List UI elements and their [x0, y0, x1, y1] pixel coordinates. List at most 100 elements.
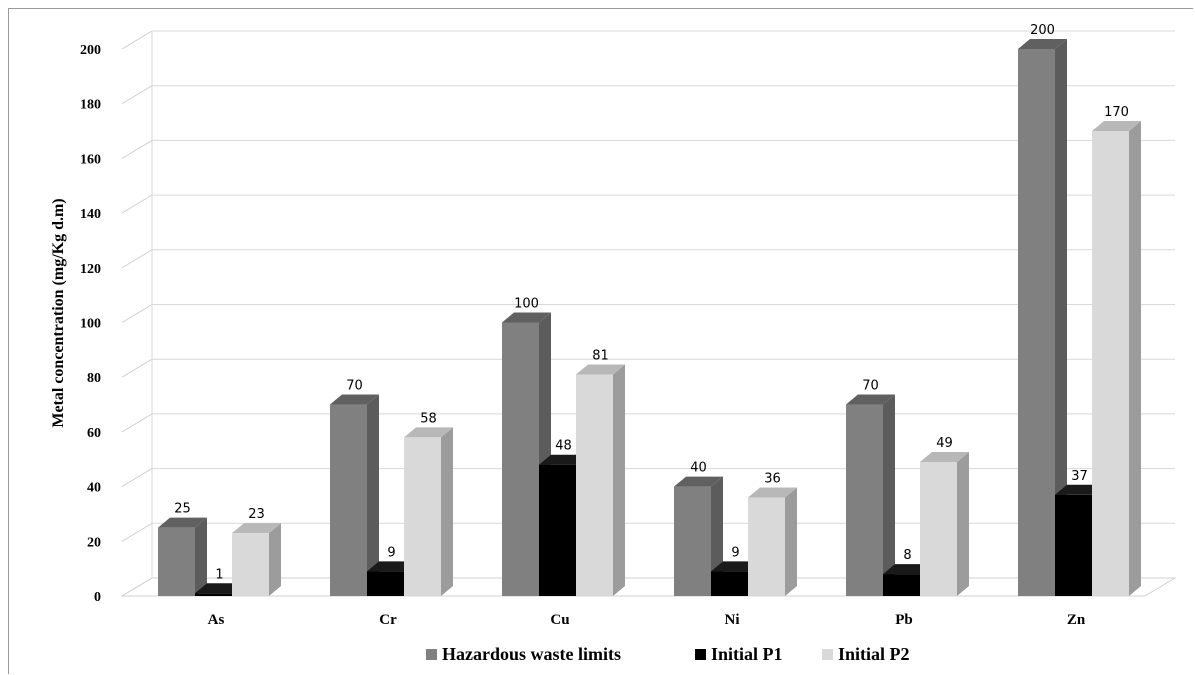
- gridline-depth: [121, 194, 153, 214]
- y-tick-label: 60: [87, 426, 101, 441]
- bar-side: [441, 427, 453, 596]
- gridline-depth: [121, 468, 153, 488]
- legend-item: Hazardous waste limits: [426, 644, 621, 664]
- data-label: 1: [215, 567, 223, 582]
- bar-top: [158, 517, 207, 528]
- bar-side: [785, 487, 797, 596]
- bar-top: [539, 454, 588, 465]
- bar-side: [367, 394, 379, 596]
- bar-As-hazardous-waste-limits: [158, 517, 207, 596]
- bar-top: [846, 394, 895, 405]
- y-tick-label: 180: [80, 98, 101, 113]
- gridline-depth: [121, 522, 153, 542]
- bar-top: [404, 427, 453, 438]
- bar-top: [1018, 39, 1067, 49]
- legend-item: Initial P2: [822, 644, 910, 664]
- x-category-label: Ni: [725, 612, 740, 628]
- gridline-depth: [121, 413, 153, 433]
- bar-top: [711, 561, 760, 572]
- gridline-depth: [121, 249, 153, 269]
- x-category-label: Cu: [550, 612, 569, 628]
- bar-front: [367, 571, 404, 596]
- bar-front: [674, 486, 711, 596]
- bar-side: [195, 517, 207, 596]
- bar-top: [232, 523, 281, 534]
- bar-front: [576, 374, 613, 596]
- bar-front: [920, 461, 957, 596]
- bar-front: [195, 593, 232, 596]
- data-label: 25: [174, 502, 191, 517]
- bar-Zn-initial-p2: [1092, 121, 1141, 597]
- data-label: 8: [903, 548, 911, 563]
- legend-label: Hazardous waste limits: [442, 644, 621, 664]
- x-axis-categories: As Cr Cu Ni Pb Zn: [208, 612, 1086, 628]
- bar-side: [613, 364, 625, 596]
- bar-front: [232, 533, 269, 596]
- bar-Zn-hazardous-waste-limits: [1018, 39, 1067, 596]
- y-tick-label: 40: [87, 481, 101, 496]
- bar-top: [1092, 121, 1141, 132]
- bar-side: [1129, 121, 1141, 597]
- x-category-label: Cr: [379, 612, 397, 628]
- bars: [158, 39, 1141, 597]
- bar-front: [1092, 131, 1129, 597]
- bar-front: [158, 527, 195, 596]
- data-label: 49: [936, 436, 953, 451]
- gridline-depth: [121, 85, 153, 105]
- data-label: 48: [555, 439, 572, 454]
- data-label: 200: [1030, 23, 1055, 38]
- gridline-depth: [121, 358, 153, 378]
- bar-front: [1055, 494, 1092, 596]
- y-tick-label: 120: [80, 262, 101, 277]
- bar-side: [1055, 39, 1067, 596]
- bar-Pb-hazardous-waste-limits: [846, 394, 895, 596]
- bar-Cr-hazardous-waste-limits: [330, 394, 379, 596]
- data-label: 170: [1104, 105, 1129, 120]
- y-tick-label: 80: [87, 371, 101, 386]
- bar-top: [748, 487, 797, 498]
- bar-top: [883, 564, 932, 575]
- bar-Cr-initial-p2: [404, 427, 453, 596]
- data-label: 9: [731, 545, 739, 560]
- bar-top: [195, 583, 244, 594]
- legend-swatch: [822, 649, 833, 660]
- data-label: 36: [764, 472, 781, 487]
- data-labels: 25 1 23 70 9 58 100 48 81 40 9 36 70 8 49 200 37 170: [174, 23, 1129, 582]
- bar-Cu-initial-p2: [576, 364, 625, 596]
- bar-Ni-initial-p2: [748, 487, 797, 596]
- gridline-depth: [121, 30, 153, 50]
- data-label: 37: [1071, 469, 1088, 484]
- bar-As-initial-p2: [232, 523, 281, 596]
- bar-front: [539, 464, 576, 596]
- bar-Cu-hazardous-waste-limits: [502, 312, 551, 596]
- bar-front: [404, 437, 441, 596]
- bar-front: [846, 404, 883, 596]
- bar-side: [957, 451, 969, 596]
- bar-top: [367, 561, 416, 572]
- data-label: 81: [592, 348, 609, 363]
- bar-Ni-hazardous-waste-limits: [674, 476, 723, 596]
- gridline-depth: [121, 139, 153, 159]
- y-tick-label: 100: [80, 317, 101, 332]
- gridline-depth: [121, 304, 153, 323]
- data-label: 9: [387, 545, 395, 560]
- bar-front: [330, 404, 367, 596]
- legend: Hazardous waste limits Initial P1 Initial …: [426, 644, 910, 664]
- data-label: 58: [420, 411, 437, 426]
- data-label: 70: [862, 379, 879, 394]
- bar-front: [502, 322, 539, 596]
- bar-top: [674, 476, 723, 487]
- y-tick-label: 0: [94, 590, 101, 605]
- bar-top: [502, 312, 551, 323]
- data-label: 23: [248, 507, 265, 522]
- bar-front: [883, 574, 920, 596]
- y-axis-ticks: 0 20 40 60 80 100 120 140 160 180 200: [80, 43, 101, 605]
- bar-top: [576, 364, 625, 375]
- legend-item: Initial P1: [695, 644, 783, 664]
- bar-top: [920, 451, 969, 462]
- data-label: 40: [690, 461, 707, 476]
- gridlines: [120, 30, 1177, 597]
- bar-top: [1055, 484, 1104, 495]
- legend-label: Initial P2: [838, 644, 910, 664]
